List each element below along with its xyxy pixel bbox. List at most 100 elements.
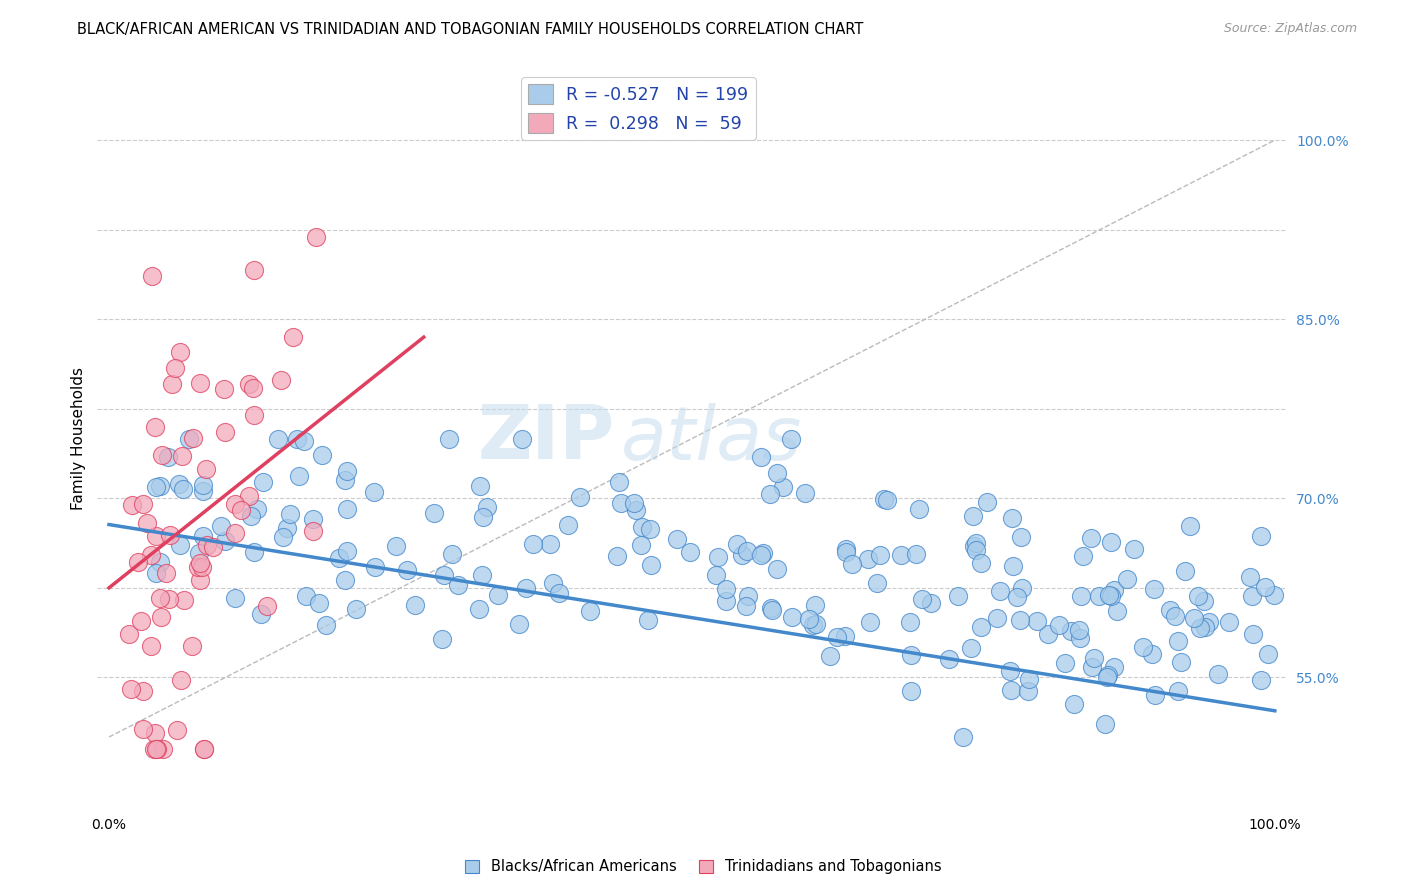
Point: [167, 476, 190, 491]
Point: [243, 263, 266, 277]
Point: [145, 566, 167, 581]
Point: [946, 590, 969, 604]
Point: [959, 641, 981, 656]
Point: [766, 562, 789, 576]
Point: [160, 376, 183, 391]
Point: [759, 487, 782, 501]
Point: [1094, 717, 1116, 731]
Point: [328, 551, 350, 566]
Point: [143, 742, 166, 756]
Point: [132, 497, 155, 511]
Point: [976, 494, 998, 508]
Point: [1083, 651, 1105, 665]
Point: [801, 618, 824, 632]
Point: [965, 536, 987, 550]
Point: [1001, 558, 1024, 573]
Point: [150, 448, 173, 462]
Point: [1097, 668, 1119, 682]
Point: [157, 592, 180, 607]
Point: [630, 538, 652, 552]
Point: [1178, 519, 1201, 533]
Point: [238, 489, 260, 503]
Point: [212, 382, 235, 396]
Point: [1071, 549, 1094, 563]
Point: [780, 432, 803, 446]
Point: [547, 586, 569, 600]
Point: [873, 491, 896, 506]
Point: [121, 499, 143, 513]
Point: [333, 573, 356, 587]
Point: [665, 532, 688, 546]
Point: [256, 599, 278, 613]
Point: [404, 598, 426, 612]
Point: [766, 466, 789, 480]
Point: [706, 567, 728, 582]
Point: [191, 560, 214, 574]
Point: [905, 547, 928, 561]
Point: [569, 490, 592, 504]
Point: [145, 528, 167, 542]
Point: [163, 360, 186, 375]
Point: [152, 742, 174, 756]
Point: [396, 563, 419, 577]
Point: [139, 640, 162, 654]
Point: [1142, 582, 1164, 596]
Point: [159, 528, 181, 542]
Point: [522, 537, 544, 551]
Point: [638, 522, 661, 536]
Point: [965, 542, 987, 557]
Point: [834, 545, 856, 559]
Point: [1122, 541, 1144, 556]
Point: [898, 615, 921, 629]
Point: [1143, 688, 1166, 702]
Point: [145, 742, 167, 756]
Point: [1198, 615, 1220, 630]
Point: [1063, 697, 1085, 711]
Point: [141, 268, 163, 283]
Point: [1170, 655, 1192, 669]
Point: [193, 742, 215, 756]
Point: [970, 620, 993, 634]
Point: [1099, 589, 1122, 603]
Point: [1187, 589, 1209, 603]
Point: [336, 502, 359, 516]
Point: [188, 556, 211, 570]
Point: [557, 517, 579, 532]
Point: [1025, 615, 1047, 629]
Point: [508, 617, 530, 632]
Point: [170, 449, 193, 463]
Point: [155, 566, 177, 580]
Point: [607, 475, 630, 489]
Point: [308, 596, 330, 610]
Point: [135, 516, 157, 530]
Point: [143, 420, 166, 434]
Point: [962, 539, 984, 553]
Point: [201, 541, 224, 555]
Point: [637, 613, 659, 627]
Point: [214, 534, 236, 549]
Point: [749, 548, 772, 562]
Point: [876, 493, 898, 508]
Point: [938, 652, 960, 666]
Point: [470, 479, 492, 493]
Point: [1163, 609, 1185, 624]
Point: [1250, 673, 1272, 688]
Point: [224, 497, 246, 511]
Point: [834, 629, 856, 643]
Point: [1189, 621, 1212, 635]
Point: [1263, 589, 1285, 603]
Point: [267, 432, 290, 446]
Point: [433, 568, 456, 582]
Point: [1018, 673, 1040, 687]
Point: [1105, 604, 1128, 618]
Point: [707, 550, 730, 565]
Point: [578, 603, 600, 617]
Point: [346, 602, 368, 616]
Point: [1241, 627, 1264, 641]
Point: [131, 722, 153, 736]
Point: [156, 450, 179, 464]
Point: [336, 544, 359, 558]
Point: [1239, 570, 1261, 584]
Point: [187, 546, 209, 560]
Point: [180, 639, 202, 653]
